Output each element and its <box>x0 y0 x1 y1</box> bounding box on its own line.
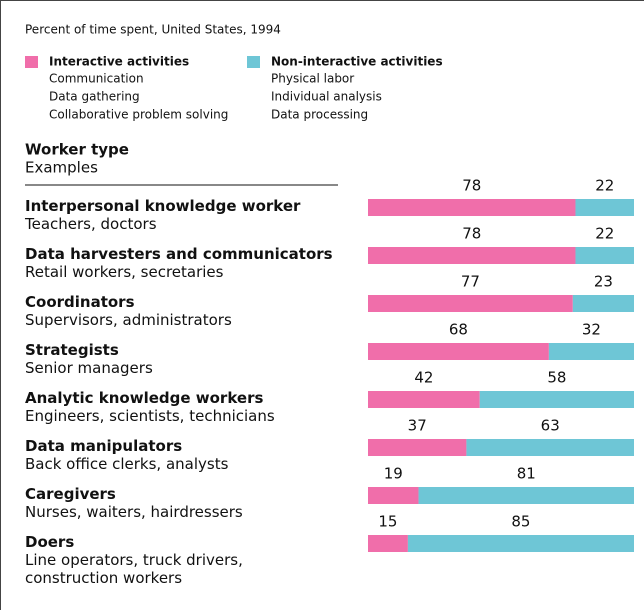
bar-segment <box>575 199 634 216</box>
legend-example: Data processing <box>271 108 368 122</box>
category-label: Data manipulators <box>25 437 183 455</box>
category-label: Strategists <box>25 341 119 359</box>
category-examples: Back office clerks, analysts <box>25 455 229 473</box>
header-subtitle: Examples <box>25 159 98 177</box>
value-label: 22 <box>595 177 614 195</box>
category-label: Doers <box>25 533 75 551</box>
legend-example: Communication <box>49 72 144 86</box>
category-label: Data harvesters and communicators <box>25 245 333 263</box>
value-label: 15 <box>378 513 397 531</box>
header-title: Worker type <box>25 141 129 159</box>
bar-segment <box>407 535 634 552</box>
legend-swatch <box>25 56 38 68</box>
bar-segment <box>368 391 480 408</box>
bar-segment <box>368 487 419 504</box>
category-examples: Nurses, waiters, hairdressers <box>25 503 243 521</box>
legend-example: Data gathering <box>49 90 140 104</box>
value-label: 42 <box>414 369 433 387</box>
category-examples: Supervisors, administrators <box>25 311 232 329</box>
value-label: 78 <box>462 225 481 243</box>
category-label: Analytic knowledge workers <box>25 389 264 407</box>
value-label: 63 <box>541 417 560 435</box>
value-label: 58 <box>547 369 566 387</box>
bar-segment <box>466 439 634 456</box>
legend-example: Collaborative problem solving <box>49 108 228 122</box>
value-label: 81 <box>517 465 536 483</box>
value-label: 23 <box>594 273 613 291</box>
bar-segment <box>572 295 634 312</box>
category-examples: Retail workers, secretaries <box>25 263 224 281</box>
chart-subtitle: Percent of time spent, United States, 19… <box>25 23 281 37</box>
category-examples: Line operators, truck drivers, construct… <box>25 551 243 587</box>
category-examples: Senior managers <box>25 359 153 377</box>
bar-segment <box>368 439 467 456</box>
bar-segment <box>479 391 634 408</box>
bar-segment <box>368 535 408 552</box>
category-label: Coordinators <box>25 293 135 311</box>
category-label: Caregivers <box>25 485 116 503</box>
value-label: 68 <box>449 321 468 339</box>
legend-swatch <box>247 56 260 68</box>
bar-segment <box>368 199 576 216</box>
value-label: 22 <box>595 225 614 243</box>
legend-example: Physical labor <box>271 72 354 86</box>
value-label: 32 <box>582 321 601 339</box>
category-examples: Teachers, doctors <box>25 215 157 233</box>
legend-example: Individual analysis <box>271 90 382 104</box>
bar-segment <box>368 247 576 264</box>
bar-segment <box>368 295 573 312</box>
value-label: 37 <box>408 417 427 435</box>
bar-segment <box>548 343 634 360</box>
bar-segment <box>418 487 634 504</box>
value-label: 85 <box>511 513 530 531</box>
value-label: 19 <box>384 465 403 483</box>
bar-segment <box>368 343 549 360</box>
category-label: Interpersonal knowledge worker <box>25 197 301 215</box>
legend-label: Non-interactive activities <box>271 55 443 69</box>
bar-segment <box>575 247 634 264</box>
value-label: 77 <box>461 273 480 291</box>
category-examples: Engineers, scientists, technicians <box>25 407 275 425</box>
legend-label: Interactive activities <box>49 55 189 69</box>
value-label: 78 <box>462 177 481 195</box>
